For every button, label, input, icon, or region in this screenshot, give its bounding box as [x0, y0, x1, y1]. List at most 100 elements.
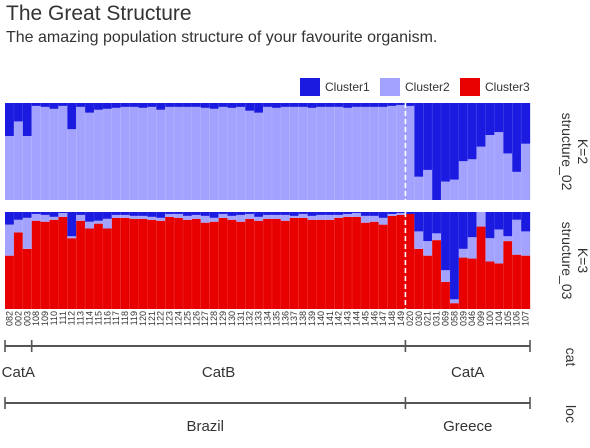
tick-label-003: 003 [22, 311, 32, 326]
bar-structure_03-118-cluster3 [120, 217, 130, 309]
tick-label-121: 121 [147, 311, 157, 326]
bar-structure_02-134-cluster2 [263, 106, 273, 200]
bar-structure_03-106-cluster2 [512, 219, 522, 255]
bar-structure_03-039-cluster2 [458, 248, 468, 258]
tick-label-136: 136 [280, 311, 290, 326]
bar-structure_03-020-cluster1 [405, 212, 415, 214]
bar-structure_03-121-cluster2 [147, 216, 157, 220]
bar-structure_03-112-cluster1 [67, 212, 77, 237]
bar-structure_03-144-cluster2 [352, 212, 362, 217]
bar-structure_03-140-cluster2 [316, 214, 326, 220]
bar-structure_02-130-cluster2 [227, 107, 237, 200]
track-group-label-cat-cata: CatA [451, 364, 484, 381]
tick-label-149: 149 [396, 311, 406, 326]
bar-structure_02-123-cluster1 [165, 103, 175, 107]
tick-label-137: 137 [289, 311, 299, 326]
bar-structure_03-147-cluster2 [378, 217, 388, 225]
bar-structure_03-130-cluster3 [227, 219, 237, 309]
bar-structure_03-132-cluster3 [245, 218, 255, 309]
bar-structure_03-104-cluster2 [494, 229, 504, 264]
tick-label-132: 132 [245, 311, 255, 326]
bar-structure_02-128-cluster2 [209, 108, 219, 200]
bar-structure_03-105-cluster1 [503, 212, 513, 237]
bar-structure_02-125-cluster1 [182, 103, 193, 107]
bar-structure_03-031-cluster3 [432, 240, 442, 309]
bar-structure_02-145-cluster1 [360, 103, 370, 107]
bar-structure_03-110-cluster3 [49, 219, 59, 309]
bar-structure_03-125-cluster2 [182, 215, 193, 220]
bar-structure_02-136-cluster2 [280, 106, 290, 200]
tick-label-124: 124 [174, 311, 184, 326]
track-name-cat: cat [563, 348, 579, 367]
bar-structure_03-118-cluster1 [120, 212, 130, 215]
bar-structure_03-131-cluster3 [236, 221, 246, 309]
bar-structure_02-135-cluster1 [271, 103, 281, 108]
bar-structure_03-105-cluster2 [503, 236, 513, 242]
bar-structure_03-109-cluster3 [40, 221, 50, 309]
tick-label-146: 146 [369, 311, 379, 326]
bar-structure_02-130-cluster1 [227, 103, 237, 108]
track-group-label-loc-brazil: Brazil [186, 418, 224, 435]
bar-structure_03-128-cluster2 [209, 217, 219, 222]
bar-structure_02-115-cluster2 [93, 109, 104, 200]
tick-label-127: 127 [200, 311, 210, 326]
track-group-label-loc-greece: Greece [443, 418, 492, 435]
bar-structure_02-113-cluster2 [76, 106, 86, 200]
bar-structure_02-106-cluster1 [512, 103, 522, 172]
bar-structure_02-119-cluster1 [129, 103, 139, 107]
bar-structure_02-133-cluster2 [254, 112, 264, 200]
bar-structure_02-125-cluster2 [182, 106, 193, 200]
bar-structure_03-143-cluster3 [343, 216, 353, 309]
bar-structure_02-106-cluster2 [512, 171, 522, 200]
bar-structure_03-002-cluster1 [13, 212, 23, 220]
bar-structure_03-120-cluster2 [138, 215, 148, 219]
bar-structure_03-082-cluster3 [5, 255, 15, 309]
bar-structure_02-116-cluster1 [102, 103, 112, 109]
bar-structure_03-021-cluster2 [423, 241, 433, 256]
bar-structure_02-110-cluster1 [49, 103, 59, 109]
bar-structure_03-120-cluster3 [138, 218, 148, 309]
bar-structure_03-135-cluster1 [271, 212, 281, 215]
tick-label-116: 116 [102, 311, 112, 325]
bar-structure_02-058-cluster2 [449, 179, 459, 200]
bar-structure_03-146-cluster2 [369, 215, 379, 222]
bar-structure_03-121-cluster1 [147, 212, 157, 217]
panel-structure_02 [5, 103, 531, 200]
bar-structure_02-138-cluster1 [298, 103, 308, 107]
panel-k-label-structure_03: K=3 [575, 248, 590, 274]
bar-structure_02-123-cluster2 [165, 106, 175, 200]
track-loc: Brazil Greece [4, 397, 531, 435]
bar-structure_03-104-cluster3 [494, 263, 504, 309]
bar-structure_02-149-cluster2 [396, 104, 406, 200]
tick-label-099: 099 [476, 311, 486, 326]
tick-label-144: 144 [351, 311, 361, 326]
bar-structure_03-082-cluster2 [5, 224, 15, 256]
bar-structure_03-117-cluster2 [111, 214, 121, 218]
bar-structure_03-126-cluster2 [191, 214, 201, 219]
panel-label-structure_02: structure_02 [559, 113, 575, 191]
bar-structure_02-117-cluster1 [111, 103, 121, 108]
bar-structure_02-046-cluster1 [467, 103, 477, 160]
bar-structure_03-128-cluster1 [209, 212, 219, 218]
bar-structure_02-147-cluster1 [378, 103, 388, 107]
panel-structure_03 [5, 212, 531, 309]
tick-label-129: 129 [218, 311, 228, 326]
bar-structure_02-121-cluster2 [147, 106, 157, 200]
bar-structure_02-117-cluster2 [111, 107, 121, 200]
bar-structure_02-139-cluster2 [307, 107, 317, 200]
bar-structure_03-104-cluster1 [494, 212, 504, 230]
tick-label-030: 030 [414, 311, 424, 326]
bar-structure_03-099-cluster3 [476, 226, 486, 309]
bar-structure_02-109-cluster2 [40, 106, 50, 200]
bar-structure_02-124-cluster1 [174, 103, 184, 107]
legend-label-cluster2: Cluster2 [405, 80, 450, 94]
bar-structure_02-138-cluster2 [298, 106, 308, 200]
bar-structure_03-149-cluster3 [396, 214, 406, 309]
bar-structure_03-123-cluster3 [165, 216, 175, 309]
bar-structure_03-131-cluster1 [236, 212, 246, 215]
bar-structure_02-100-cluster1 [485, 103, 495, 136]
bar-structure_03-134-cluster2 [263, 214, 273, 219]
bar-structure_03-123-cluster2 [165, 213, 175, 217]
bar-structure_02-116-cluster2 [102, 108, 112, 200]
bar-structure_03-113-cluster3 [76, 220, 86, 309]
